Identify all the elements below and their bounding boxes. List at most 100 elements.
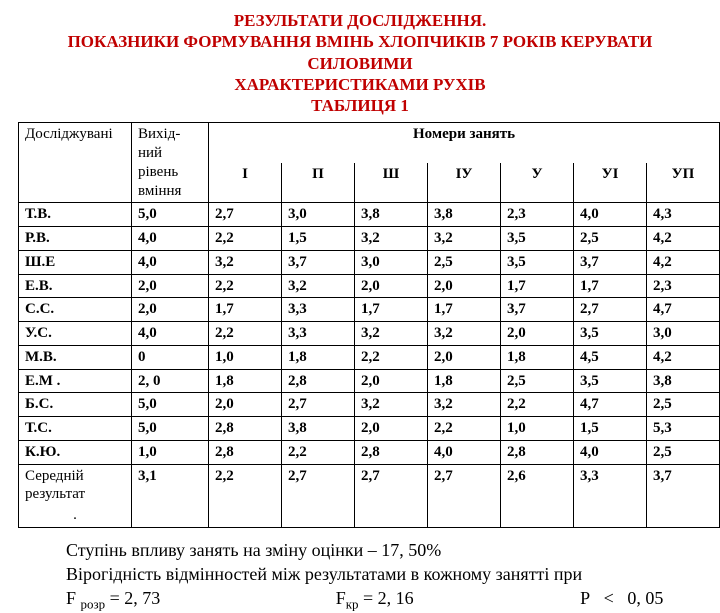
cell-average-value: 3,3	[574, 464, 647, 506]
cell-value: 3,3	[282, 298, 355, 322]
cell-value: 2,2	[501, 393, 574, 417]
cell-value: 5,3	[647, 417, 720, 441]
cell-value: 3,5	[574, 369, 647, 393]
cell-value: 4,0	[428, 440, 501, 464]
title-block: РЕЗУЛЬТАТИ ДОСЛІДЖЕННЯ. ПОКАЗНИКИ ФОРМУВ…	[18, 10, 702, 116]
table-row: Т.В.5,02,73,03,83,82,34,04,3	[19, 203, 720, 227]
cell-value: 2,2	[282, 440, 355, 464]
baseline-l3: рівень	[138, 164, 178, 180]
col-s1: І	[209, 163, 282, 203]
cell-value: 4,7	[647, 298, 720, 322]
cell-value: 2,0	[355, 417, 428, 441]
cell-value: 3,8	[428, 203, 501, 227]
cell-value: 3,2	[355, 227, 428, 251]
cell-subject: М.В.	[19, 345, 132, 369]
table-row: М.В.01,01,82,22,01,84,54,2	[19, 345, 720, 369]
cell-value: 2,8	[282, 369, 355, 393]
table-row: Т.С.5,02,83,82,02,21,01,55,3	[19, 417, 720, 441]
cell-value: 3,0	[355, 250, 428, 274]
cell-average-value: 2,6	[501, 464, 574, 506]
col-s4: ІУ	[428, 163, 501, 203]
table-row: Р.В.4,02,21,53,23,23,52,54,2	[19, 227, 720, 251]
cell-value: 2,0	[428, 345, 501, 369]
cell-subject: Р.В.	[19, 227, 132, 251]
cell-value: 1,7	[574, 274, 647, 298]
cell-value: 4,0	[574, 440, 647, 464]
cell-value: 3,7	[501, 298, 574, 322]
col-s3: Ш	[355, 163, 428, 203]
cell-value: 3,7	[282, 250, 355, 274]
cell-value: 2,5	[647, 393, 720, 417]
cell-value: 2,7	[209, 203, 282, 227]
cell-value: 2,2	[209, 227, 282, 251]
col-s6: УІ	[574, 163, 647, 203]
cell-baseline: 2, 0	[132, 369, 209, 393]
cell-average-value: 3,7	[647, 464, 720, 506]
cell-value: 3,8	[282, 417, 355, 441]
cell-subject: Е.В.	[19, 274, 132, 298]
cell-value: 2,0	[355, 274, 428, 298]
cell-value: 1,8	[428, 369, 501, 393]
cell-value: 3,8	[647, 369, 720, 393]
cell-value: 3,2	[355, 393, 428, 417]
table-head: Досліджувані Вихід- ний рівень вміння Но…	[19, 123, 720, 203]
cell-value: 1,7	[355, 298, 428, 322]
footer-line-1: Ступінь впливу занять на зміну оцінки – …	[66, 538, 702, 562]
cell-value: 3,2	[428, 393, 501, 417]
cell-baseline: 5,0	[132, 203, 209, 227]
cell-value: 4,2	[647, 250, 720, 274]
cell-subject: Е.М .	[19, 369, 132, 393]
cell-average-value: 2,7	[282, 464, 355, 506]
cell-value: 2,5	[647, 440, 720, 464]
cell-value: 2,5	[574, 227, 647, 251]
cell-value: 2,0	[209, 393, 282, 417]
cell-value: 3,2	[209, 250, 282, 274]
col-s7: УП	[647, 163, 720, 203]
cell-baseline: 2,0	[132, 274, 209, 298]
cell-value: 2,3	[501, 203, 574, 227]
cell-value: 1,5	[282, 227, 355, 251]
col-s2: П	[282, 163, 355, 203]
cell-value: 2,2	[355, 345, 428, 369]
baseline-l1: Вихід-	[138, 126, 180, 142]
page: РЕЗУЛЬТАТИ ДОСЛІДЖЕННЯ. ПОКАЗНИКИ ФОРМУВ…	[0, 0, 720, 540]
cell-value: 3,2	[282, 274, 355, 298]
cell-value: 1,8	[209, 369, 282, 393]
cell-value: 2,7	[282, 393, 355, 417]
cell-value: 3,8	[355, 203, 428, 227]
cell-value: 3,0	[282, 203, 355, 227]
table-row: К.Ю.1,02,82,22,84,02,84,02,5	[19, 440, 720, 464]
col-sessions-title: Номери занять	[209, 123, 720, 163]
cell-subject: Ш.Е	[19, 250, 132, 274]
col-subjects: Досліджувані	[19, 123, 132, 203]
cell-value: 2,8	[209, 440, 282, 464]
cell-value: 4,0	[574, 203, 647, 227]
cell-value: 3,0	[647, 322, 720, 346]
cell-value: 4,2	[647, 227, 720, 251]
col-s5: У	[501, 163, 574, 203]
cell-value: 3,2	[355, 322, 428, 346]
title-line-3: ХАРАКТЕРИСТИКАМИ РУХІВ	[18, 74, 702, 95]
cell-value: 4,2	[647, 345, 720, 369]
cell-subject: С.С.	[19, 298, 132, 322]
cell-value: 1,0	[209, 345, 282, 369]
table-row: Е.В.2,02,23,22,02,01,71,72,3	[19, 274, 720, 298]
table-body: Т.В.5,02,73,03,83,82,34,04,3Р.В.4,02,21,…	[19, 203, 720, 528]
footer-line-3: F розр = 2, 73 Fкр = 2, 16 Р < 0, 05	[66, 586, 702, 613]
table-row-average: Середнійрезультат3,12,22,72,72,72,63,33,…	[19, 464, 720, 506]
cell-value: 2,2	[209, 274, 282, 298]
cell-value: 3,3	[282, 322, 355, 346]
cell-baseline: 5,0	[132, 393, 209, 417]
cell-value: 1,8	[282, 345, 355, 369]
cell-baseline: 2,0	[132, 298, 209, 322]
cell-baseline: 4,0	[132, 250, 209, 274]
cell-value: 1,7	[209, 298, 282, 322]
cell-subject: Б.С.	[19, 393, 132, 417]
cell-subject: У.С.	[19, 322, 132, 346]
cell-value: 1,7	[428, 298, 501, 322]
cell-value: 3,5	[501, 250, 574, 274]
cell-value: 2,0	[355, 369, 428, 393]
col-baseline: Вихід- ний рівень вміння	[132, 123, 209, 203]
cell-value: 2,8	[501, 440, 574, 464]
cell-value: 2,8	[209, 417, 282, 441]
